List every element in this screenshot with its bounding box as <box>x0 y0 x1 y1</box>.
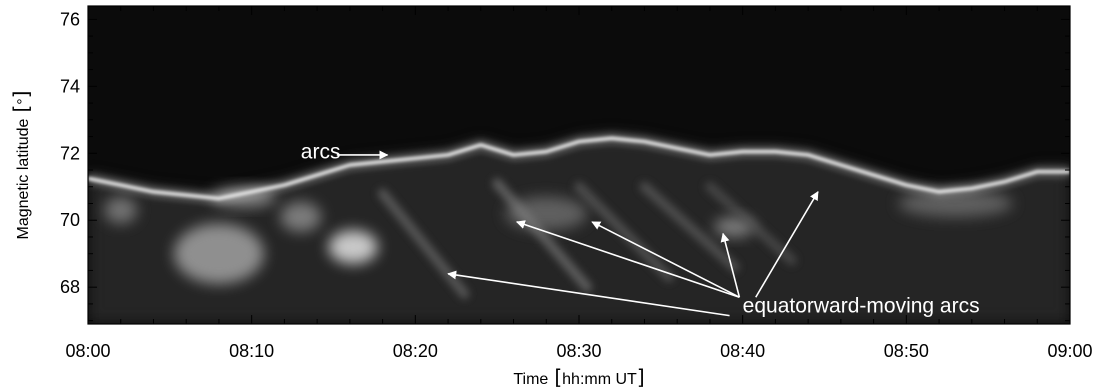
y-axis-label: Magnetic latitude <box>15 118 32 239</box>
y-tick-label: 74 <box>60 76 80 96</box>
discrete-arc <box>88 136 1070 201</box>
annotation-arrow <box>755 191 819 298</box>
keogram-image <box>88 133 1070 324</box>
x-tick-label: 08:10 <box>229 341 274 361</box>
x-tick-label: 08:30 <box>556 341 601 361</box>
diffuse-patch <box>898 190 1013 217</box>
annotation-label: arcs <box>301 140 341 163</box>
annotation-layer: arcs equatorward-moving arcs <box>301 140 980 317</box>
diffuse-patch <box>104 196 138 224</box>
y-tick-label: 72 <box>60 143 80 163</box>
tick-labels: 08:00 08:10 08:20 08:30 08:40 08:50 09:00 68 70 7… <box>60 9 1093 361</box>
x-tick-label: 08:50 <box>884 341 929 361</box>
y-tick-label: 68 <box>60 277 80 297</box>
y-tick-label: 76 <box>60 9 80 29</box>
annotation-arrow <box>720 232 741 298</box>
equatorward-streak <box>492 178 593 293</box>
plot-area: arcs equatorward-moving arcs <box>87 5 1071 325</box>
x-axis-unit: hh:mm UT <box>562 371 637 388</box>
diffuse-patch <box>328 230 378 264</box>
diffuse-aurora-band <box>88 133 1070 324</box>
annotation-label: equatorward-moving arcs <box>743 294 980 317</box>
annotation-arrow <box>515 220 740 298</box>
y-axis-unit: ° <box>15 98 32 104</box>
axis-ticks <box>87 6 1071 324</box>
equatorward-streak <box>574 181 675 283</box>
equatorward-streak <box>704 181 797 266</box>
y-axis-title: Magnetic latitude[°] <box>9 91 33 240</box>
diffuse-patch <box>173 223 264 284</box>
x-tick-label: 09:00 <box>1047 341 1092 361</box>
equatorward-streak <box>639 181 740 273</box>
x-tick-label: 08:00 <box>65 341 110 361</box>
y-tick-label: 70 <box>60 210 80 230</box>
svg-text:Magnetic latitude[°]: Magnetic latitude[°] <box>9 91 33 240</box>
svg-text:Time[hh:mm UT]: Time [hh:mm UT] <box>513 365 644 389</box>
annotation-arrow <box>591 221 740 298</box>
x-tick-label: 08:40 <box>720 341 765 361</box>
diffuse-patch <box>280 201 322 232</box>
x-axis-title: Time [hh:mm UT] <box>513 365 644 389</box>
annotation-arrow <box>447 270 730 317</box>
x-tick-label: 08:20 <box>393 341 438 361</box>
x-axis-label: Time <box>513 371 548 388</box>
